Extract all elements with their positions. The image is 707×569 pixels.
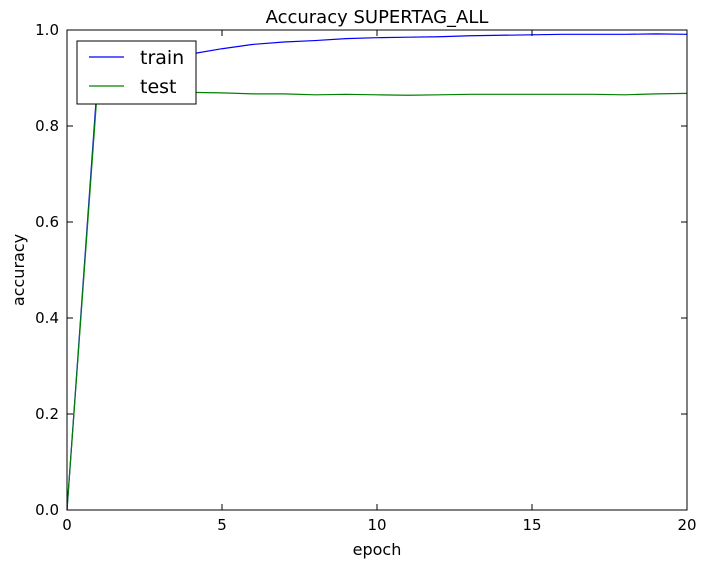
legend-label-test: test <box>140 76 177 98</box>
series-line-test <box>66 79 688 511</box>
x-tick-label: 0 <box>62 516 72 534</box>
y-tick-label: 0.8 <box>35 117 59 135</box>
x-tick-label: 5 <box>217 516 227 534</box>
x-tick-label: 15 <box>522 516 541 534</box>
legend-box <box>76 40 197 105</box>
legend-label-train: train <box>140 47 184 69</box>
x-tick-label: 10 <box>367 516 386 534</box>
ticks-layer: 0 5 10 15 20 0.0 0.2 0.4 0.6 0.8 1.0 <box>35 21 696 534</box>
y-tick-label: 0.0 <box>35 501 59 519</box>
y-tick-label: 0.4 <box>35 309 59 327</box>
x-tick-label: 20 <box>677 516 696 534</box>
series-layer <box>66 33 688 511</box>
legend: train test <box>76 40 197 105</box>
y-tick-label: 0.6 <box>35 213 59 231</box>
y-axis-label: accuracy <box>9 234 28 306</box>
x-axis-label: epoch <box>353 540 402 559</box>
y-tick-label: 0.2 <box>35 405 59 423</box>
y-tick-label: 1.0 <box>35 21 59 39</box>
series-line-train <box>66 33 688 511</box>
chart-title: Accuracy SUPERTAG_ALL <box>266 7 489 28</box>
